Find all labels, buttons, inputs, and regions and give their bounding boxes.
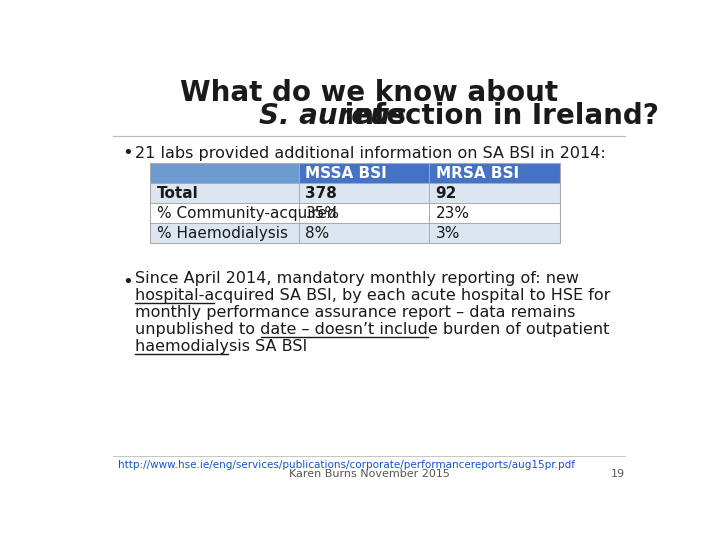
FancyBboxPatch shape	[300, 204, 429, 224]
Text: hospital-acquired SA BSI, by each acute hospital to HSE for: hospital-acquired SA BSI, by each acute …	[135, 288, 611, 303]
Text: Total: Total	[157, 186, 199, 201]
Text: •: •	[122, 144, 133, 163]
Text: 35%: 35%	[305, 206, 339, 221]
FancyBboxPatch shape	[429, 184, 559, 204]
Text: infection in Ireland?: infection in Ireland?	[335, 102, 659, 130]
Text: 3%: 3%	[436, 226, 460, 241]
Text: 19: 19	[611, 469, 625, 480]
Text: 8%: 8%	[305, 226, 330, 241]
Text: Since April 2014, mandatory monthly reporting of: new: Since April 2014, mandatory monthly repo…	[135, 271, 579, 286]
Text: •: •	[122, 273, 133, 291]
Text: 23%: 23%	[436, 206, 469, 221]
Text: MSSA BSI: MSSA BSI	[305, 166, 387, 181]
FancyBboxPatch shape	[150, 224, 300, 244]
FancyBboxPatch shape	[429, 164, 559, 184]
Text: MRSA BSI: MRSA BSI	[436, 166, 519, 181]
Text: 21 labs provided additional information on SA BSI in 2014:: 21 labs provided additional information …	[135, 146, 606, 161]
Text: unpublished to date – doesn’t include burden of outpatient: unpublished to date – doesn’t include bu…	[135, 322, 609, 337]
Text: What do we know about: What do we know about	[180, 78, 558, 106]
Text: % Community-acquired: % Community-acquired	[157, 206, 336, 221]
Text: 378: 378	[305, 186, 338, 201]
Text: http://www.hse.ie/eng/services/publications/corporate/performancereports/aug15pr: http://www.hse.ie/eng/services/publicati…	[118, 460, 575, 470]
FancyBboxPatch shape	[300, 184, 429, 204]
Text: Karen Burns November 2015: Karen Burns November 2015	[289, 469, 449, 480]
FancyBboxPatch shape	[300, 164, 429, 184]
FancyBboxPatch shape	[150, 164, 300, 184]
Text: monthly performance assurance report – data remains: monthly performance assurance report – d…	[135, 305, 575, 320]
FancyBboxPatch shape	[150, 204, 300, 224]
FancyBboxPatch shape	[429, 204, 559, 224]
FancyBboxPatch shape	[150, 184, 300, 204]
FancyBboxPatch shape	[300, 224, 429, 244]
Text: 92: 92	[436, 186, 457, 201]
Text: haemodialysis SA BSI: haemodialysis SA BSI	[135, 339, 307, 354]
Text: % Haemodialysis: % Haemodialysis	[157, 226, 288, 241]
Text: S. aureus: S. aureus	[259, 102, 406, 130]
FancyBboxPatch shape	[429, 224, 559, 244]
